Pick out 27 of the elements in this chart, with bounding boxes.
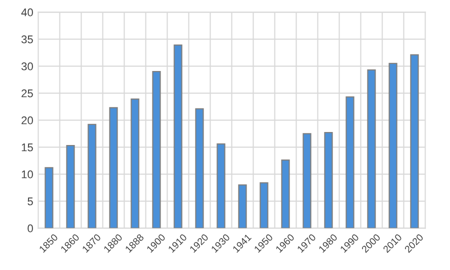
bar: [302, 133, 312, 228]
bar: [109, 107, 118, 228]
bar: [281, 160, 290, 228]
bar: [324, 132, 333, 228]
y-tick-label: 5: [28, 198, 33, 206]
bar: [346, 96, 354, 228]
y-tick-label: 15: [22, 144, 33, 152]
bar: [174, 44, 182, 228]
bar: [260, 182, 268, 228]
bar: [44, 167, 54, 228]
bar: [66, 144, 75, 228]
y-tick-label: 40: [21, 8, 33, 16]
bar: [388, 62, 398, 228]
bar: [216, 143, 226, 228]
bar: [88, 124, 96, 228]
bar: [238, 184, 247, 228]
y-tick-label: 25: [22, 89, 33, 98]
y-tick-label: 0: [28, 224, 33, 232]
bar: [367, 69, 376, 228]
y-tick-label: 35: [21, 35, 33, 44]
bar: [410, 54, 419, 228]
y-tick-label: 10: [22, 170, 33, 178]
bar: [152, 70, 161, 228]
bar: [130, 98, 140, 228]
y-tick-label: 20: [22, 116, 33, 124]
bar: [195, 108, 204, 228]
y-tick-label: 30: [21, 62, 33, 70]
